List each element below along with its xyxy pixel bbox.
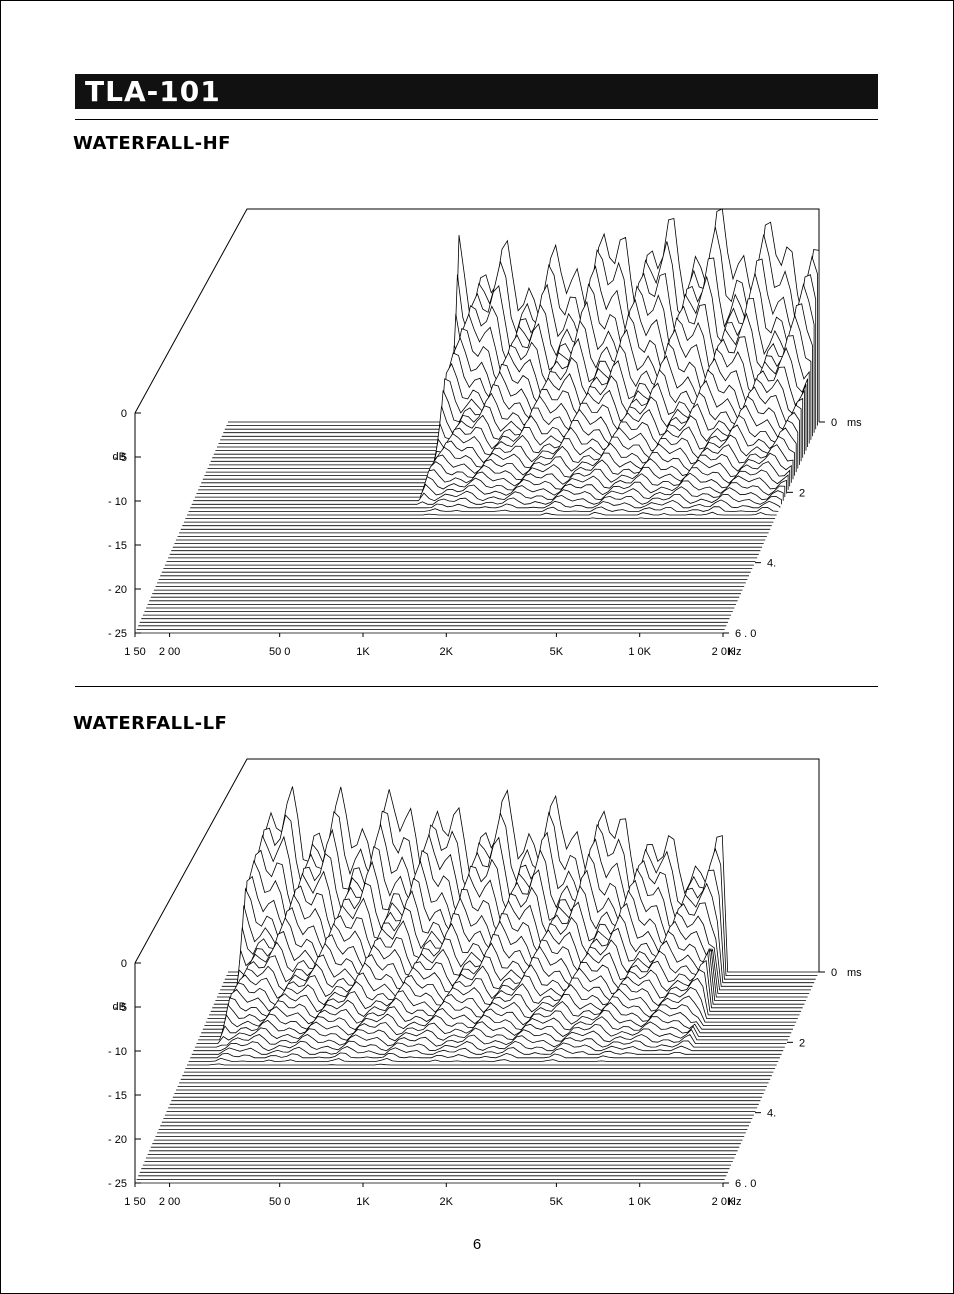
waterfall-lf-chart: 0 - 5 - 10 - 15 - 20 - 25 dB 1 50 2 00 50 0 1K 2K 5K… <box>0 730 954 1290</box>
section-divider <box>75 686 878 687</box>
waterfall-slices <box>135 786 819 1184</box>
y-tick-label: - 25 <box>108 1178 127 1190</box>
y-tick-label: - 15 <box>108 540 127 552</box>
z-tick-label: 2 <box>799 1037 805 1049</box>
waterfall-slice <box>191 494 782 505</box>
x-tick-label: 1K <box>356 646 370 658</box>
x-unit-label: Hz <box>728 646 741 658</box>
x-tick-label: 2 0K <box>712 1196 735 1208</box>
header-divider <box>75 119 878 120</box>
x-tick-label: 2 00 <box>159 1196 180 1208</box>
y-tick-label: - 10 <box>108 496 127 508</box>
y-tick-label: 0 <box>121 408 127 420</box>
x-tick-label: 2 0K <box>712 646 735 658</box>
z-tick-label: 2 <box>799 487 805 499</box>
x-tick-label: 2K <box>440 1196 454 1208</box>
x-unit-label: Hz <box>728 1196 741 1208</box>
waterfall-slice <box>185 517 776 519</box>
waterfall-slice <box>190 499 781 509</box>
z-tick-label: 4. <box>767 1108 776 1120</box>
y-unit-label: dB <box>113 451 126 463</box>
z-unit-label: ms <box>847 417 862 429</box>
x-tick-label: 1 50 <box>124 646 145 658</box>
waterfall-svg: 0 - 5 - 10 - 15 - 20 - 25 dB 1 50 2 00 50 0 1K 2K 5K… <box>108 208 862 658</box>
waterfall-slice <box>193 1040 784 1052</box>
z-tick-label: 6 . 0 <box>735 1178 756 1190</box>
y-tick-label: - 5 <box>114 1002 127 1014</box>
section-title-lf: WATERFALL-LF <box>73 713 228 734</box>
z-tick-label: 4. <box>767 558 776 570</box>
waterfall-slice <box>190 1052 780 1059</box>
z-tick-label: 6 . 0 <box>735 628 756 640</box>
y-tick-label: - 10 <box>108 1046 127 1058</box>
y-tick-label: - 25 <box>108 628 127 640</box>
x-tick-label: 1 50 <box>124 1196 145 1208</box>
page-number: 6 <box>472 1236 482 1253</box>
y-tick-label: - 5 <box>114 452 127 464</box>
waterfall-slice <box>191 1046 782 1055</box>
section-title-hf: WATERFALL-HF <box>73 133 231 154</box>
title-bar: TLA-101 <box>75 74 878 109</box>
waterfall-slice <box>187 511 777 516</box>
y-tick-label: - 15 <box>108 1090 127 1102</box>
y-unit-label: dB <box>113 1001 126 1013</box>
waterfall-slices <box>135 208 820 634</box>
x-tick-label: 50 0 <box>269 646 290 658</box>
waterfall-slice <box>193 486 784 502</box>
page-title: TLA-101 <box>85 75 221 108</box>
x-tick-label: 1 0K <box>628 646 651 658</box>
x-tick-label: 50 0 <box>269 1196 290 1208</box>
waterfall-slice <box>188 506 779 512</box>
y-tick-label: - 20 <box>108 1134 127 1146</box>
x-tick-label: 5K <box>550 646 564 658</box>
waterfall-slice <box>187 1063 777 1066</box>
x-tick-label: 5K <box>550 1196 564 1208</box>
z-tick-label: 0 <box>831 967 837 979</box>
x-tick-label: 2 00 <box>159 646 180 658</box>
x-tick-label: 2K <box>440 646 454 658</box>
y-tick-label: 0 <box>121 958 127 970</box>
waterfall-hf-chart: 0 - 5 - 10 - 15 - 20 - 25 dB 1 50 2 00 50 0 1K 2K 5K… <box>0 180 954 740</box>
z-unit-label: ms <box>847 967 862 979</box>
x-tick-label: 1K <box>356 1196 370 1208</box>
y-tick-label: - 20 <box>108 584 127 596</box>
waterfall-svg: 0 - 5 - 10 - 15 - 20 - 25 dB 1 50 2 00 50 0 1K 2K 5K… <box>108 758 862 1208</box>
waterfall-slice <box>196 1027 787 1044</box>
waterfall-slice <box>188 1057 779 1062</box>
back-wall <box>134 758 820 972</box>
waterfall-slice <box>194 1034 785 1048</box>
z-tick-label: 0 <box>831 417 837 429</box>
x-tick-label: 1 0K <box>628 1196 651 1208</box>
